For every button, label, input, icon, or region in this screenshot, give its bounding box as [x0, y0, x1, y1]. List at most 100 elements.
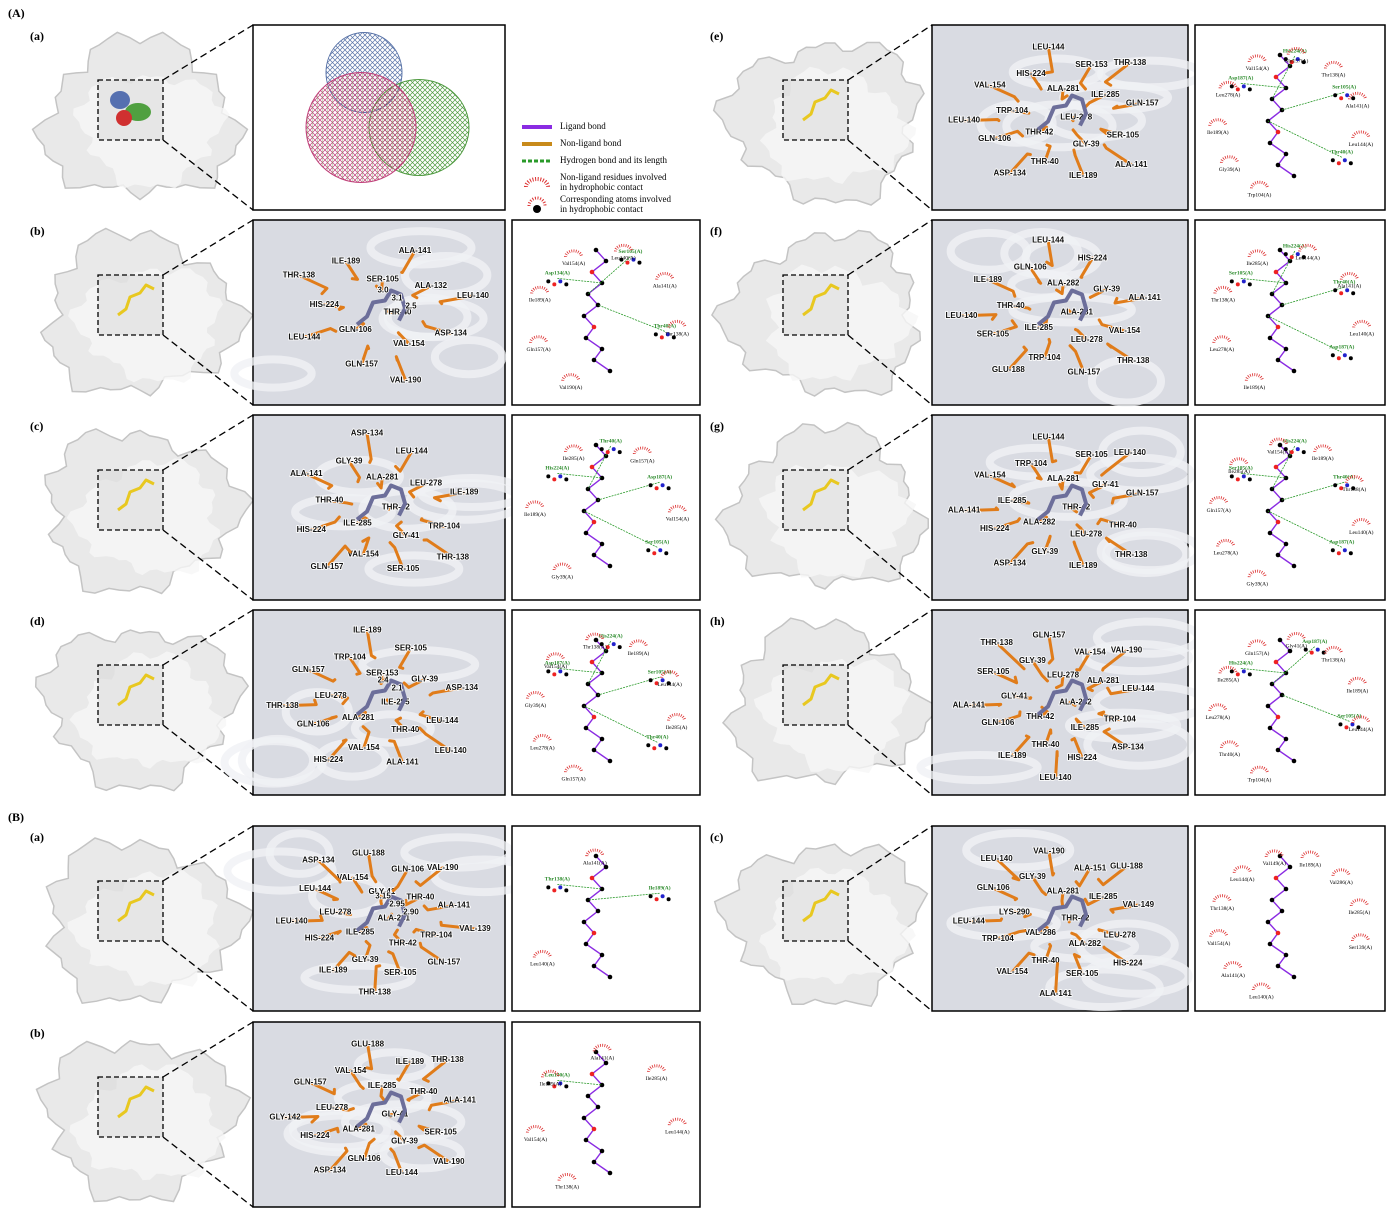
residue-label: THR-138 [283, 270, 316, 279]
ligand-atom [1275, 324, 1281, 330]
residue-atom [1247, 87, 1252, 92]
residue-label: GLN-157 [292, 665, 325, 674]
residue-atom [1350, 722, 1355, 727]
residue-atom [1247, 282, 1252, 287]
residue-label: SER-105 [977, 329, 1010, 338]
helix [1064, 708, 1182, 743]
residue-stick [1030, 659, 1049, 683]
residue-atom [605, 645, 610, 650]
residue-label: THR-42 [1062, 503, 1091, 512]
contact-residue: Ile285(A) [666, 724, 688, 731]
ligand-atom [607, 563, 613, 569]
residue-stick [995, 857, 1021, 882]
residue-atom [1235, 87, 1240, 92]
residue-label: HIS-224 [1113, 958, 1143, 967]
residue-stick [1097, 710, 1122, 722]
residue-atom [1333, 93, 1338, 98]
residue-stick [388, 541, 405, 571]
ligand-atom [583, 335, 589, 341]
residue-label: THR-138 [437, 552, 470, 561]
residue-atom [1241, 669, 1246, 674]
residue-atom [1344, 725, 1349, 730]
residue-label: SER-153 [1075, 60, 1108, 69]
residue-atom [658, 743, 663, 748]
pocket-blue [110, 91, 130, 109]
residue-label: VAL-190 [427, 863, 459, 872]
residue-stick [394, 716, 407, 732]
contact-residue: Leu278(A) [1216, 92, 1241, 99]
residue-atom [631, 257, 636, 262]
residue-atom [552, 672, 557, 677]
pocket-red [116, 110, 132, 126]
ligand-atom [599, 346, 605, 352]
residue-label: ALA-141 [438, 900, 471, 909]
residue-label: VAL-139 [459, 924, 491, 933]
residue-stick [362, 1137, 376, 1161]
residue-label: ILE-189 [974, 275, 1003, 284]
ligand-atom [1277, 52, 1283, 58]
residue-atom [660, 483, 665, 488]
residue-stick [302, 327, 338, 339]
contact-residue: Val149(A) [1263, 860, 1286, 867]
helix [1086, 453, 1196, 495]
contact-residue: Val154(A) [1207, 940, 1230, 947]
residue-stick [365, 628, 377, 660]
residue-stick [396, 1060, 412, 1082]
residue-label: TRP-104 [1015, 459, 1048, 468]
hbond-line [1267, 315, 1343, 353]
contact-residue: Leu144(A) [1349, 726, 1374, 733]
residue-stick [308, 1081, 336, 1096]
residue-label: LYS-290 [999, 907, 1030, 916]
residue-atom [1229, 669, 1234, 674]
ligand-atom [591, 747, 597, 753]
residue-atom [1345, 288, 1350, 293]
residue-stick [1009, 304, 1032, 311]
contact-residue: Ile189(A) [1207, 129, 1229, 136]
residue-stick [361, 536, 371, 556]
residue-stick [290, 914, 324, 923]
ligand-atom [591, 930, 597, 936]
residue-stick [402, 677, 427, 689]
ligand-atom [1275, 519, 1281, 525]
hbond-residue: Ser105(A) [645, 539, 669, 546]
residue-label: LEU-140 [981, 854, 1014, 863]
residue-label: TRP-104 [334, 653, 367, 662]
residue-stick [1102, 727, 1130, 749]
contact-residue: Gln157(A) [1245, 650, 1269, 657]
residue-label: THR-40 [1032, 956, 1061, 965]
residue-label: LEU-140 [457, 291, 490, 300]
helix [1098, 426, 1185, 478]
ligand-atom [603, 1060, 609, 1066]
ligand-atom [1275, 930, 1281, 936]
contact-residue: Gln157(A) [561, 775, 585, 782]
hbond-residue: His224(A) [599, 632, 623, 639]
residue-stick [432, 490, 466, 503]
ligand-atom [603, 258, 609, 264]
diagram-box [1194, 219, 1386, 406]
residue-stick [316, 858, 342, 884]
residue-stick [387, 1113, 397, 1118]
ligand-atom [591, 357, 597, 363]
residue-stick [421, 320, 453, 335]
residue-stick [379, 671, 388, 686]
residue-stick [988, 84, 1020, 103]
zoom-box [252, 825, 506, 1012]
ligand-stick [1036, 678, 1088, 717]
residue-atom [617, 450, 622, 455]
ligand-atom [585, 897, 591, 903]
zoom-line [162, 334, 254, 406]
ligand-atom [583, 941, 589, 947]
residue-stick [391, 867, 410, 893]
helix [333, 1079, 432, 1117]
ligand-surface [802, 673, 840, 707]
residue-label: ILE-189 [1069, 561, 1098, 570]
contact-residue: Gln157(A) [1284, 58, 1308, 65]
residue-atom [558, 669, 563, 674]
ligand-atom [593, 247, 599, 253]
residue-label: GLY-41 [368, 887, 395, 896]
residue-stick [422, 1058, 450, 1083]
residue-label: THR-42 [389, 938, 418, 947]
panel-label: (b) [30, 1026, 45, 1040]
residue-label: VAL-190 [390, 375, 422, 384]
contact-residue: Thr138(A) [1322, 657, 1346, 664]
